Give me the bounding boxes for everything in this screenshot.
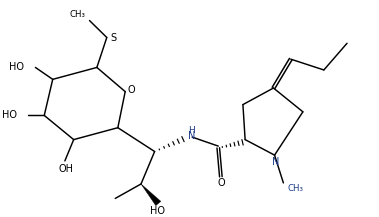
Text: OH: OH: [58, 164, 73, 174]
Text: S: S: [110, 33, 116, 43]
Text: O: O: [217, 178, 225, 187]
Text: HO: HO: [9, 62, 24, 72]
Text: O: O: [128, 85, 135, 95]
Text: CH₃: CH₃: [288, 184, 304, 193]
Text: HO: HO: [2, 110, 17, 120]
Text: H: H: [188, 126, 195, 135]
Polygon shape: [141, 184, 161, 205]
Text: N: N: [188, 131, 195, 141]
Text: HO: HO: [150, 206, 165, 216]
Text: N: N: [272, 157, 279, 167]
Text: CH₃: CH₃: [69, 10, 85, 19]
